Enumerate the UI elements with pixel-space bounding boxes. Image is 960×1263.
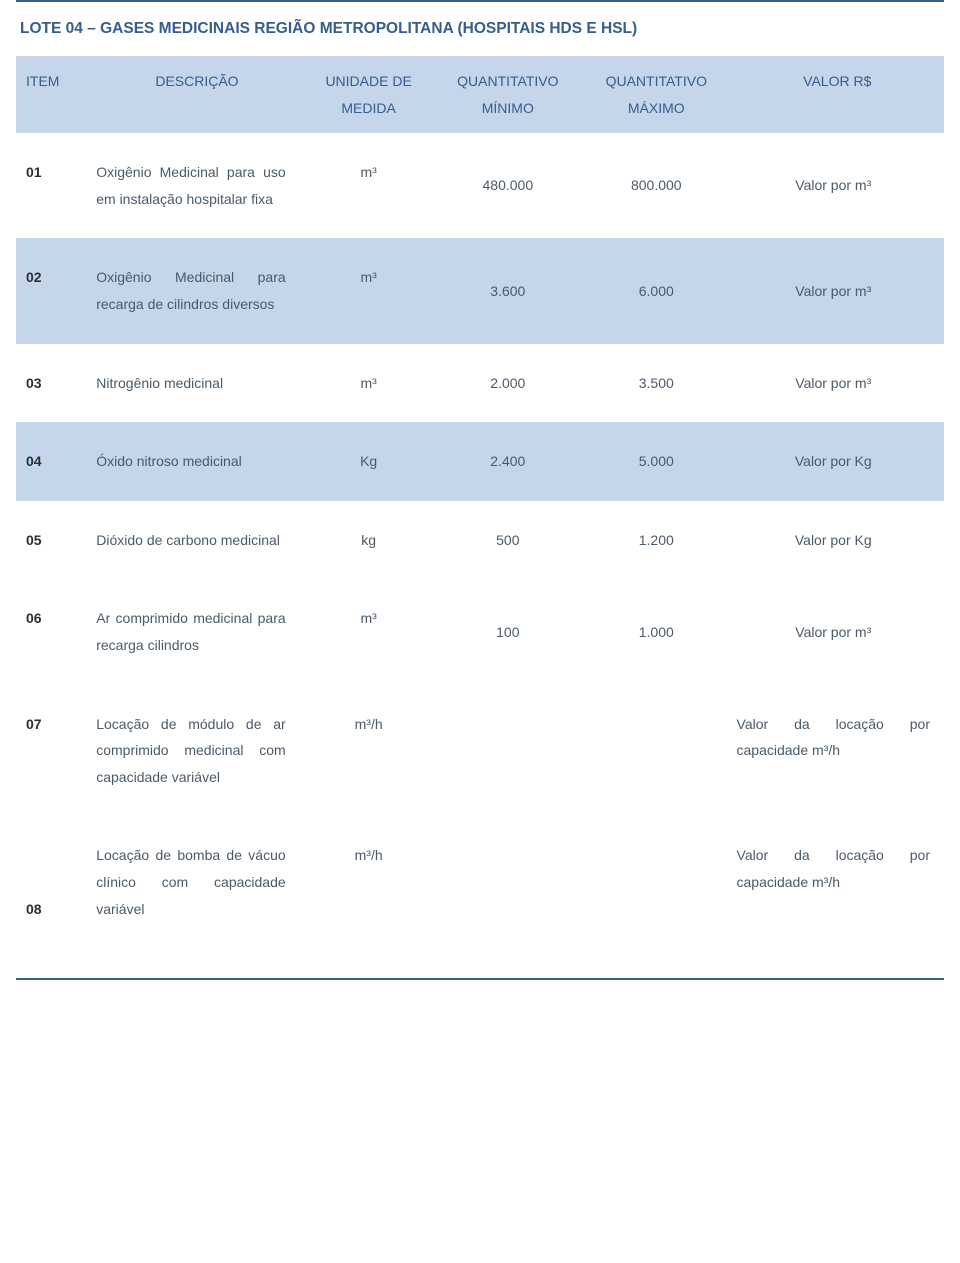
cell-item: 08 <box>16 816 90 948</box>
cell-unit: m³ <box>304 238 434 343</box>
table-row: 06Ar comprimido medicinal para recarga c… <box>16 579 944 684</box>
cell-max: 3.500 <box>582 344 730 423</box>
cell-min: 3.600 <box>434 238 582 343</box>
page-wrap: LOTE 04 – GASES MEDICINAIS REGIÃO METROP… <box>0 0 960 1000</box>
col-min-label-l1: QUANTITATIVO <box>457 73 558 89</box>
col-unit-label-l2: MEDIDA <box>341 100 395 116</box>
cell-val: Valor por Kg <box>731 422 944 501</box>
cell-max <box>582 685 730 817</box>
cell-max: 1.000 <box>582 579 730 684</box>
cell-desc: Ar comprimido medicinal para recarga cil… <box>90 579 303 684</box>
cell-unit: m³ <box>304 579 434 684</box>
table-row: 05Dióxido de carbono medicinalkg5001.200… <box>16 501 944 580</box>
table-row: 03Nitrogênio medicinalm³2.0003.500Valor … <box>16 344 944 423</box>
cell-val: Valor por m³ <box>731 238 944 343</box>
cell-val: Valor por Kg <box>731 501 944 580</box>
cell-unit: kg <box>304 501 434 580</box>
cell-unit: m³ <box>304 133 434 238</box>
cell-item: 04 <box>16 422 90 501</box>
col-max-label-l2: MÁXIMO <box>628 100 685 116</box>
cell-min: 2.000 <box>434 344 582 423</box>
cell-val: Valor da locação por capacidade m³/h <box>731 816 944 948</box>
col-val-header: VALOR R$ <box>731 56 944 133</box>
cell-item: 07 <box>16 685 90 817</box>
cell-max: 1.200 <box>582 501 730 580</box>
col-desc-header: DESCRIÇÃO <box>90 56 303 133</box>
cell-desc: Locação de bomba de vácuo clínico com ca… <box>90 816 303 948</box>
col-item-label: ITEM <box>26 73 59 89</box>
col-min-header: QUANTITATIVO MÍNIMO <box>434 56 582 133</box>
cell-desc: Dióxido de carbono medicinal <box>90 501 303 580</box>
cell-desc: Nitrogênio medicinal <box>90 344 303 423</box>
col-desc-label: DESCRIÇÃO <box>155 73 238 89</box>
col-max-label-l1: QUANTITATIVO <box>606 73 707 89</box>
cell-unit: m³/h <box>304 685 434 817</box>
cell-item: 06 <box>16 579 90 684</box>
items-table: ITEM DESCRIÇÃO UNIDADE DE MEDIDA QUANTIT… <box>16 56 944 948</box>
cell-desc: Oxigênio Medicinal para uso em instalaçã… <box>90 133 303 238</box>
cell-min <box>434 816 582 948</box>
cell-val: Valor por m³ <box>731 579 944 684</box>
cell-item: 03 <box>16 344 90 423</box>
cell-desc: Locação de módulo de ar comprimido medic… <box>90 685 303 817</box>
cell-val: Valor por m³ <box>731 344 944 423</box>
cell-max: 6.000 <box>582 238 730 343</box>
cell-min: 2.400 <box>434 422 582 501</box>
table-row: 08Locação de bomba de vácuo clínico com … <box>16 816 944 948</box>
cell-min <box>434 685 582 817</box>
cell-min: 500 <box>434 501 582 580</box>
col-max-header: QUANTITATIVO MÁXIMO <box>582 56 730 133</box>
table-row: 07Locação de módulo de ar comprimido med… <box>16 685 944 817</box>
cell-unit: Kg <box>304 422 434 501</box>
cell-val: Valor da locação por capacidade m³/h <box>731 685 944 817</box>
cell-max: 5.000 <box>582 422 730 501</box>
cell-val: Valor por m³ <box>731 133 944 238</box>
cell-item: 02 <box>16 238 90 343</box>
col-item-header: ITEM <box>16 56 90 133</box>
col-min-label-l2: MÍNIMO <box>482 100 534 116</box>
table-row: 02Oxigênio Medicinal para recarga de cil… <box>16 238 944 343</box>
top-rule <box>16 0 944 2</box>
cell-item: 05 <box>16 501 90 580</box>
table-row: 01Oxigênio Medicinal para uso em instala… <box>16 133 944 238</box>
cell-item: 01 <box>16 133 90 238</box>
col-val-label: VALOR R$ <box>803 73 871 89</box>
table-row: 04Óxido nitroso medicinalKg2.4005.000Val… <box>16 422 944 501</box>
cell-desc: Óxido nitroso medicinal <box>90 422 303 501</box>
cell-unit: m³ <box>304 344 434 423</box>
cell-min: 480.000 <box>434 133 582 238</box>
cell-max <box>582 816 730 948</box>
table-body: 01Oxigênio Medicinal para uso em instala… <box>16 133 944 948</box>
cell-unit: m³/h <box>304 816 434 948</box>
col-unit-header: UNIDADE DE MEDIDA <box>304 56 434 133</box>
bottom-rule <box>16 978 944 980</box>
table-header: ITEM DESCRIÇÃO UNIDADE DE MEDIDA QUANTIT… <box>16 56 944 133</box>
lot-title: LOTE 04 – GASES MEDICINAIS REGIÃO METROP… <box>16 12 944 56</box>
col-unit-label-l1: UNIDADE DE <box>325 73 411 89</box>
cell-min: 100 <box>434 579 582 684</box>
cell-max: 800.000 <box>582 133 730 238</box>
cell-desc: Oxigênio Medicinal para recarga de cilin… <box>90 238 303 343</box>
